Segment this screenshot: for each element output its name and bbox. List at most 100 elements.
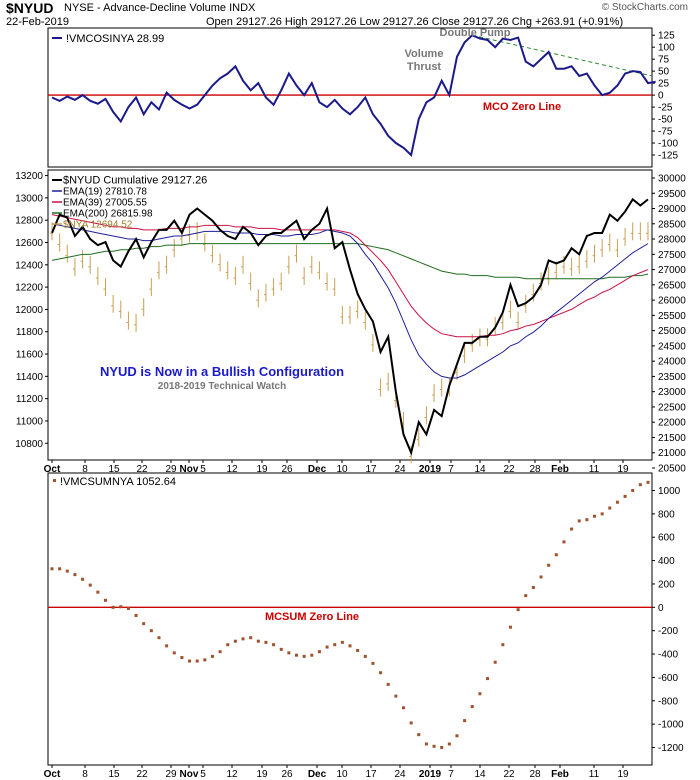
- ema200-line: [51, 243, 649, 280]
- mcsum-point: [149, 629, 153, 633]
- xaxis-bottom-label: 22: [136, 769, 148, 780]
- annotation-bullish: NYUD is Now in a Bullish Configuration: [100, 364, 344, 379]
- xaxis-bottom-label: 17: [365, 769, 377, 780]
- mcsum-point: [531, 585, 535, 589]
- cum-ytick-right-label: 27500: [658, 250, 686, 261]
- cum-ytick-right-label: 25000: [658, 326, 686, 337]
- mcsum-point: [279, 647, 283, 651]
- cum-ytick-left-label: 12000: [15, 305, 43, 316]
- cum-ytick-right-label: 22000: [658, 418, 686, 429]
- mcsum-point: [317, 650, 321, 654]
- cum-ytick-left-label: 13000: [15, 193, 43, 204]
- mcsum-point: [562, 540, 566, 544]
- mcsum-point: [539, 575, 543, 579]
- mcsum-point: [478, 692, 482, 696]
- cum-ytick-right-label: 26000: [658, 296, 686, 307]
- xaxis-mid-label: 14: [474, 464, 486, 475]
- mcsum-point: [157, 636, 161, 640]
- mcsum-ytick-label: -1200: [658, 743, 684, 754]
- xaxis-mid-label: 11: [589, 464, 600, 475]
- mcsum-point: [455, 734, 459, 738]
- cum-ytick-right-label: 25500: [658, 311, 686, 322]
- panel-frame-3: [47, 472, 653, 766]
- xaxis-bottom-label: Feb: [551, 769, 569, 780]
- cum-ytick-right-label: 29500: [658, 189, 686, 200]
- xaxis-mid-label: 15: [108, 464, 120, 475]
- mco-ytick-label: 25: [658, 79, 670, 90]
- header-symbol: $NYUD: [6, 0, 54, 16]
- cum-ytick-right-label: 23000: [658, 387, 686, 398]
- annotation-volume-thrust-1: Volume: [405, 48, 444, 60]
- mcsum-point: [463, 719, 467, 723]
- xaxis-mid-label: 22: [503, 464, 515, 475]
- mcsum-point: [65, 569, 69, 573]
- xaxis-mid-label: 7: [448, 464, 454, 475]
- mcsum-point: [570, 527, 574, 531]
- mcsum-point: [241, 637, 245, 641]
- mcsum-point: [310, 653, 314, 657]
- mcsum-point: [287, 651, 291, 655]
- cum-ytick-right-label: 20500: [658, 464, 686, 475]
- mco-ytick-label: -100: [658, 139, 678, 150]
- mcsum-point: [356, 649, 360, 653]
- xaxis-mid-label: 26: [281, 464, 293, 475]
- cum-ytick-right-label: 26500: [658, 280, 686, 291]
- mcsum-point: [486, 677, 490, 681]
- mcsum-point: [585, 518, 589, 522]
- cum-ytick-right-label: 22500: [658, 402, 686, 413]
- cumulative-line: [51, 197, 649, 456]
- mco-ytick-label: -25: [658, 103, 673, 114]
- mcsum-point: [554, 553, 558, 557]
- mcsum-point: [218, 650, 222, 654]
- xaxis-mid-label: 10: [336, 464, 348, 475]
- mcsum-point: [325, 645, 329, 649]
- mcsum-point: [81, 577, 85, 581]
- mcsum-point: [547, 563, 551, 567]
- xaxis-mid-label: 19: [256, 464, 268, 475]
- cum-legend-label: $NYUD Cumulative 29127.26: [63, 175, 207, 187]
- xaxis-mid-label: 2019: [419, 464, 442, 475]
- mcsum-point: [195, 659, 199, 663]
- cum-ytick-left-label: 12800: [15, 216, 43, 227]
- mcsum-point: [593, 514, 597, 518]
- mcsum-point: [577, 519, 581, 523]
- mcsum-point: [272, 643, 276, 647]
- cum-ytick-right-label: 30000: [658, 174, 686, 185]
- xaxis-bottom-label: 10: [336, 769, 348, 780]
- xaxis-mid-label: 29: [165, 464, 177, 475]
- xaxis-mid-label: Feb: [551, 464, 569, 475]
- mco-series-line: [51, 34, 656, 157]
- mcsum-point: [126, 606, 130, 610]
- mcsum-ytick-label: 200: [658, 579, 675, 590]
- mcsum-ytick-label: -600: [658, 673, 678, 684]
- mcsum-legend-label: !VMCSUMNYA 1052.64: [60, 476, 176, 488]
- xaxis-bottom-label: 14: [474, 769, 486, 780]
- mco-ytick-label: -125: [658, 151, 678, 162]
- xaxis-mid-label: Nov: [180, 464, 199, 475]
- xaxis-bottom-label: 12: [226, 769, 238, 780]
- xaxis-mid-label: 28: [529, 464, 541, 475]
- mcsum-point: [424, 742, 428, 746]
- mco-ytick-label: 50: [658, 67, 670, 78]
- mcsum-ytick-label: -800: [658, 696, 678, 707]
- mcsum-point: [50, 567, 54, 571]
- mcsum-point: [631, 489, 635, 493]
- mcsum-point: [348, 644, 352, 648]
- xaxis-bottom-label: 11: [589, 769, 600, 780]
- mcsum-point: [295, 653, 299, 657]
- mcsum-point: [401, 706, 405, 710]
- mco-ytick-label: 75: [658, 55, 670, 66]
- cum-legend-label: EMA(200) 26815.98: [63, 209, 153, 220]
- mcsum-point: [96, 590, 100, 594]
- mcsum-point: [302, 654, 306, 658]
- mcsum-point: [111, 605, 115, 609]
- annotation-watch: 2018-2019 Technical Watch: [158, 381, 286, 392]
- mcsum-ytick-label: 1000: [658, 486, 681, 497]
- mcsum-point: [608, 506, 612, 510]
- cum-ytick-left-label: 11000: [16, 416, 44, 427]
- xaxis-mid-label: 24: [394, 464, 406, 475]
- mcsum-point: [623, 494, 627, 498]
- cum-ytick-left-label: 13200: [15, 171, 43, 182]
- mcsum-point: [493, 660, 497, 664]
